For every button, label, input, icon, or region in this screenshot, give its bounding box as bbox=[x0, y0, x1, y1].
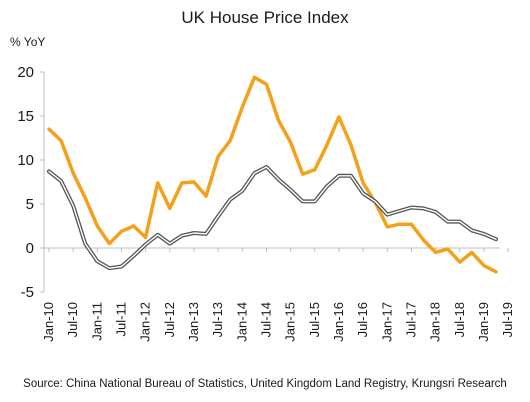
x-tick-label: Jan-17 bbox=[379, 302, 394, 342]
x-tick-label: Jan-14 bbox=[234, 302, 249, 342]
y-tick-label: 5 bbox=[26, 196, 34, 213]
y-axis-unit-label: % YoY bbox=[10, 35, 46, 49]
x-tick-label: Jan-12 bbox=[138, 302, 153, 342]
y-tick-label: 0 bbox=[26, 240, 34, 257]
series-line-1 bbox=[47, 165, 498, 271]
source-note: Source: China National Bureau of Statist… bbox=[23, 378, 507, 390]
y-tick-label: 15 bbox=[17, 108, 34, 125]
chart-title: UK House Price Index bbox=[181, 8, 349, 27]
series-line-0 bbox=[47, 75, 498, 274]
series-line-1-inner bbox=[48, 166, 497, 269]
x-tick-label: Jan-19 bbox=[476, 302, 491, 342]
x-tick-label: Jan-16 bbox=[331, 302, 346, 342]
x-tick-label: Jan-15 bbox=[283, 302, 298, 342]
x-tick-label: Jul-11 bbox=[113, 302, 128, 336]
x-tick-label: Jan-18 bbox=[428, 302, 443, 342]
x-axis: Jan-10 Jul-10 Jan-11 Jul-11 Jan-12 Jul-12 Jan-… bbox=[41, 247, 515, 342]
series-lines bbox=[47, 75, 498, 274]
y-axis: -5 0 5 10 15 20 bbox=[17, 64, 45, 301]
x-tick-label: Jul-18 bbox=[452, 302, 467, 337]
x-tick-label: Jan-11 bbox=[89, 302, 104, 341]
y-tick-label: -5 bbox=[21, 284, 34, 301]
x-tick-label: Jul-19 bbox=[500, 302, 515, 337]
y-tick-label: 20 bbox=[17, 64, 34, 81]
x-tick-label: Jan-10 bbox=[41, 302, 56, 342]
x-tick-label: Jul-16 bbox=[355, 302, 370, 337]
x-tick-label: Jul-13 bbox=[210, 302, 225, 337]
y-tick-label: 10 bbox=[17, 152, 34, 169]
x-tick-label: Jul-14 bbox=[258, 302, 273, 337]
x-tick-label: Jan-13 bbox=[186, 302, 201, 342]
x-tick-label: Jul-12 bbox=[162, 302, 177, 337]
x-tick-label: Jul-17 bbox=[403, 302, 418, 337]
x-tick-label: Jul-10 bbox=[65, 302, 80, 337]
x-tick-label: Jul-15 bbox=[307, 302, 322, 337]
